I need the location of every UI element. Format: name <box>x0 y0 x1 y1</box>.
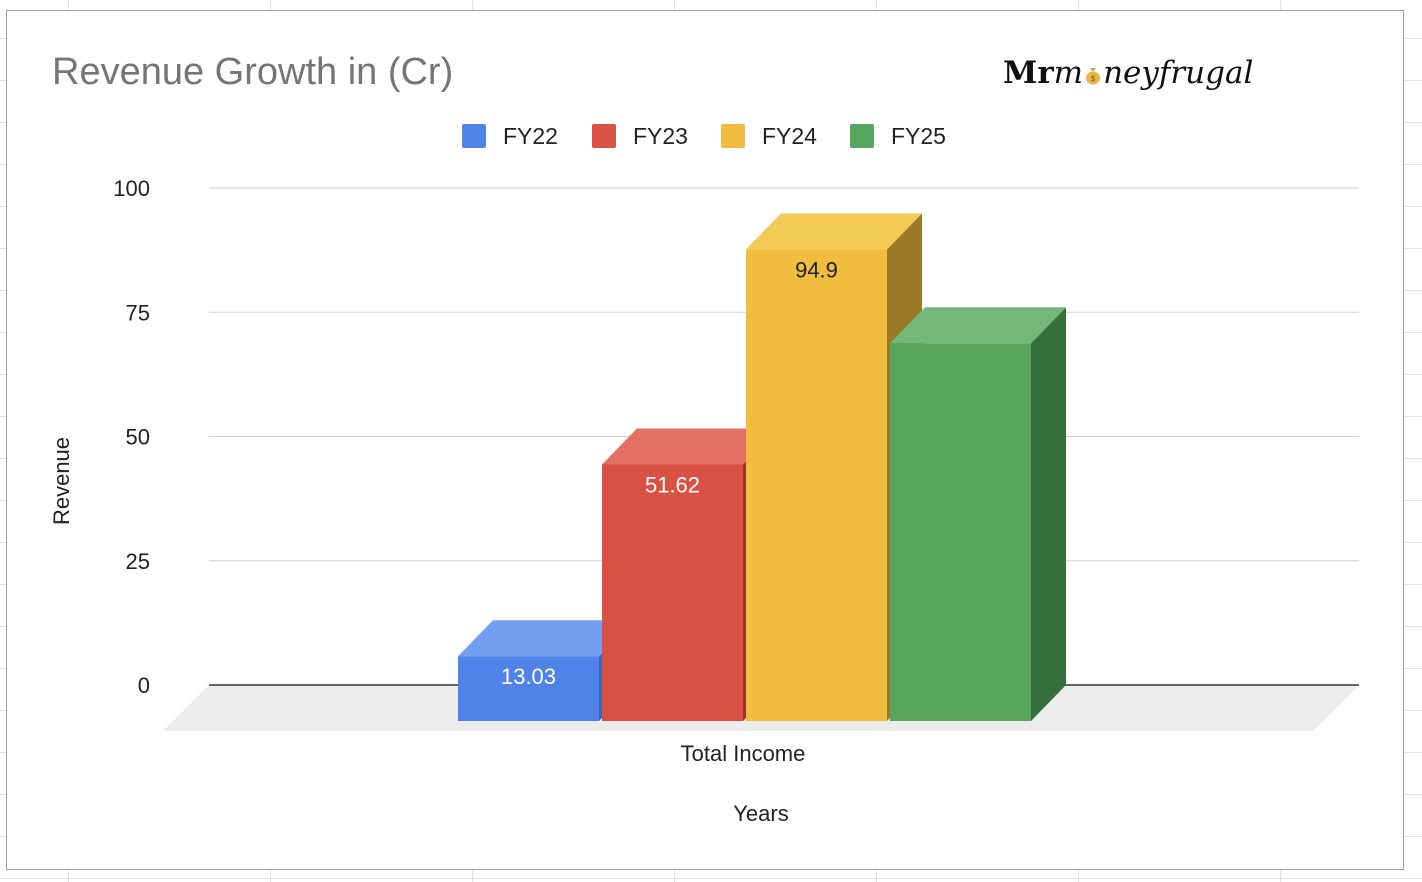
data-label-fy22: 13.03 <box>501 664 556 689</box>
legend-label-fy23: FY23 <box>633 122 688 149</box>
bar-fy25 <box>890 343 1031 721</box>
legend-label-fy25: FY25 <box>891 122 946 149</box>
bar-top-fy25 <box>890 307 1066 344</box>
svg-text:$: $ <box>1091 74 1096 83</box>
bar-side-fy25 <box>1031 307 1066 721</box>
bar-fy22 <box>458 656 599 721</box>
legend-swatch-fy24 <box>721 124 745 148</box>
legend-item-fy23[interactable]: FY23 <box>592 121 688 151</box>
data-label-fy24: 94.9 <box>795 257 838 282</box>
x-category-label: Total Income <box>680 741 806 766</box>
data-label-fy23: 51.62 <box>645 472 700 497</box>
legend-label-fy22: FY22 <box>503 122 558 149</box>
logo-m: m <box>1053 55 1084 91</box>
y-tick-label: 25 <box>126 549 150 574</box>
logo-rest: neyfrugal <box>1103 55 1254 91</box>
bar-fy23 <box>602 464 743 721</box>
y-tick-label: 50 <box>126 425 150 450</box>
brand-logo: Mrm $ neyfrugal <box>1003 55 1253 91</box>
bar-fy24 <box>746 249 887 722</box>
logo-prefix: Mr <box>1003 55 1054 91</box>
y-tick-label: 100 <box>113 176 150 201</box>
chart-title: Revenue Growth in (Cr) <box>52 51 454 93</box>
y-tick-label: 75 <box>126 300 150 325</box>
bar-top-fy22 <box>458 620 634 657</box>
bar-top-fy23 <box>602 428 778 465</box>
legend-label-fy24: FY24 <box>762 122 817 149</box>
legend-item-fy24[interactable]: FY24 <box>721 121 817 151</box>
y-tick-label: 0 <box>138 673 150 698</box>
legend-item-fy25[interactable]: FY25 <box>850 121 946 151</box>
bar-top-fy24 <box>746 213 922 250</box>
legend-item-fy22[interactable]: FY22 <box>462 121 558 151</box>
legend-swatch-fy22 <box>462 124 486 148</box>
x-axis-title: Years <box>733 801 789 826</box>
legend-swatch-fy25 <box>850 124 874 148</box>
legend-swatch-fy23 <box>592 124 616 148</box>
money-bag-icon: $ <box>1086 68 1101 85</box>
